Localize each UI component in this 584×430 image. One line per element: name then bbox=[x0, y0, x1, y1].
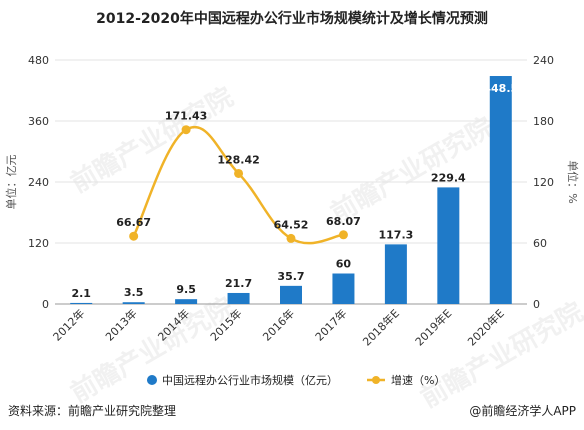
growth-rate-label: 128.42 bbox=[217, 153, 259, 166]
y-left-axis-label: 单位：亿元 bbox=[4, 155, 18, 210]
y-right-tick-label: 60 bbox=[533, 237, 547, 250]
y-right-tick-label: 0 bbox=[533, 298, 540, 311]
growth-rate-point bbox=[338, 230, 348, 240]
growth-rate-line bbox=[132, 126, 344, 245]
x-tick-label: 2016年 bbox=[260, 306, 297, 343]
x-tick-label: 2015年 bbox=[207, 306, 244, 343]
bar bbox=[332, 273, 355, 304]
growth-rate-label: 68.07 bbox=[326, 215, 361, 228]
bar bbox=[437, 187, 460, 304]
y-left-tick-label: 120 bbox=[28, 237, 49, 250]
source-note: 资料来源：前瞻产业研究院整理 bbox=[8, 404, 177, 418]
y-right-tick-label: 180 bbox=[533, 115, 554, 128]
y-right-axis-label: 单位：% bbox=[566, 160, 580, 203]
x-tick-label: 2020年E bbox=[465, 306, 507, 348]
bar-value-label: 3.5 bbox=[124, 286, 144, 299]
growth-rate-label: 171.43 bbox=[165, 110, 207, 123]
chart-title: 2012-2020年中国远程办公行业市场规模统计及增长情况预测 bbox=[96, 11, 488, 27]
x-tick-label: 2012年 bbox=[50, 306, 87, 343]
x-tick-label: 2017年 bbox=[312, 306, 349, 343]
growth-rate-label: 64.52 bbox=[274, 218, 309, 231]
growth-rate-point bbox=[181, 125, 191, 135]
bar bbox=[280, 285, 302, 304]
bar bbox=[122, 302, 145, 304]
growth-rate-point bbox=[286, 233, 296, 243]
bar bbox=[175, 299, 198, 304]
bar-value-label: 229.4 bbox=[431, 171, 466, 184]
growth-rate-label: 66.67 bbox=[116, 216, 151, 229]
brand-note: @前瞻经济学人APP bbox=[469, 404, 576, 418]
bar-value-label: 35.7 bbox=[277, 270, 304, 283]
x-tick-label: 2019年E bbox=[412, 306, 454, 348]
bar bbox=[227, 292, 250, 304]
y-right-tick-label: 120 bbox=[533, 176, 554, 189]
y-left-tick-label: 480 bbox=[28, 54, 49, 67]
growth-rate-point bbox=[129, 231, 139, 241]
bar-value-label: 21.7 bbox=[225, 277, 252, 290]
bar bbox=[489, 76, 512, 304]
bar-value-label: 117.3 bbox=[378, 228, 413, 241]
bar-value-label: 9.5 bbox=[176, 283, 196, 296]
legend-bar-marker bbox=[147, 375, 157, 385]
legend-bar-label: 中国远程办公行业市场规模（亿元） bbox=[162, 373, 338, 387]
bar-value-label: 448.5 bbox=[483, 82, 518, 95]
y-left-tick-label: 360 bbox=[28, 115, 49, 128]
bar-value-label: 2.1 bbox=[71, 287, 91, 300]
legend-line-label: 增速（%） bbox=[391, 373, 445, 387]
y-left-tick-label: 0 bbox=[42, 298, 49, 311]
growth-rate-point bbox=[234, 168, 244, 178]
x-tick-label: 2018年E bbox=[360, 306, 402, 348]
legend-line-dot bbox=[372, 376, 380, 384]
bar bbox=[70, 302, 93, 304]
bar bbox=[384, 244, 407, 304]
y-right-tick-label: 240 bbox=[533, 54, 554, 67]
bar-value-label: 60 bbox=[336, 258, 352, 271]
y-left-tick-label: 240 bbox=[28, 176, 49, 189]
x-tick-label: 2014年 bbox=[155, 306, 192, 343]
x-tick-label: 2013年 bbox=[102, 306, 139, 343]
